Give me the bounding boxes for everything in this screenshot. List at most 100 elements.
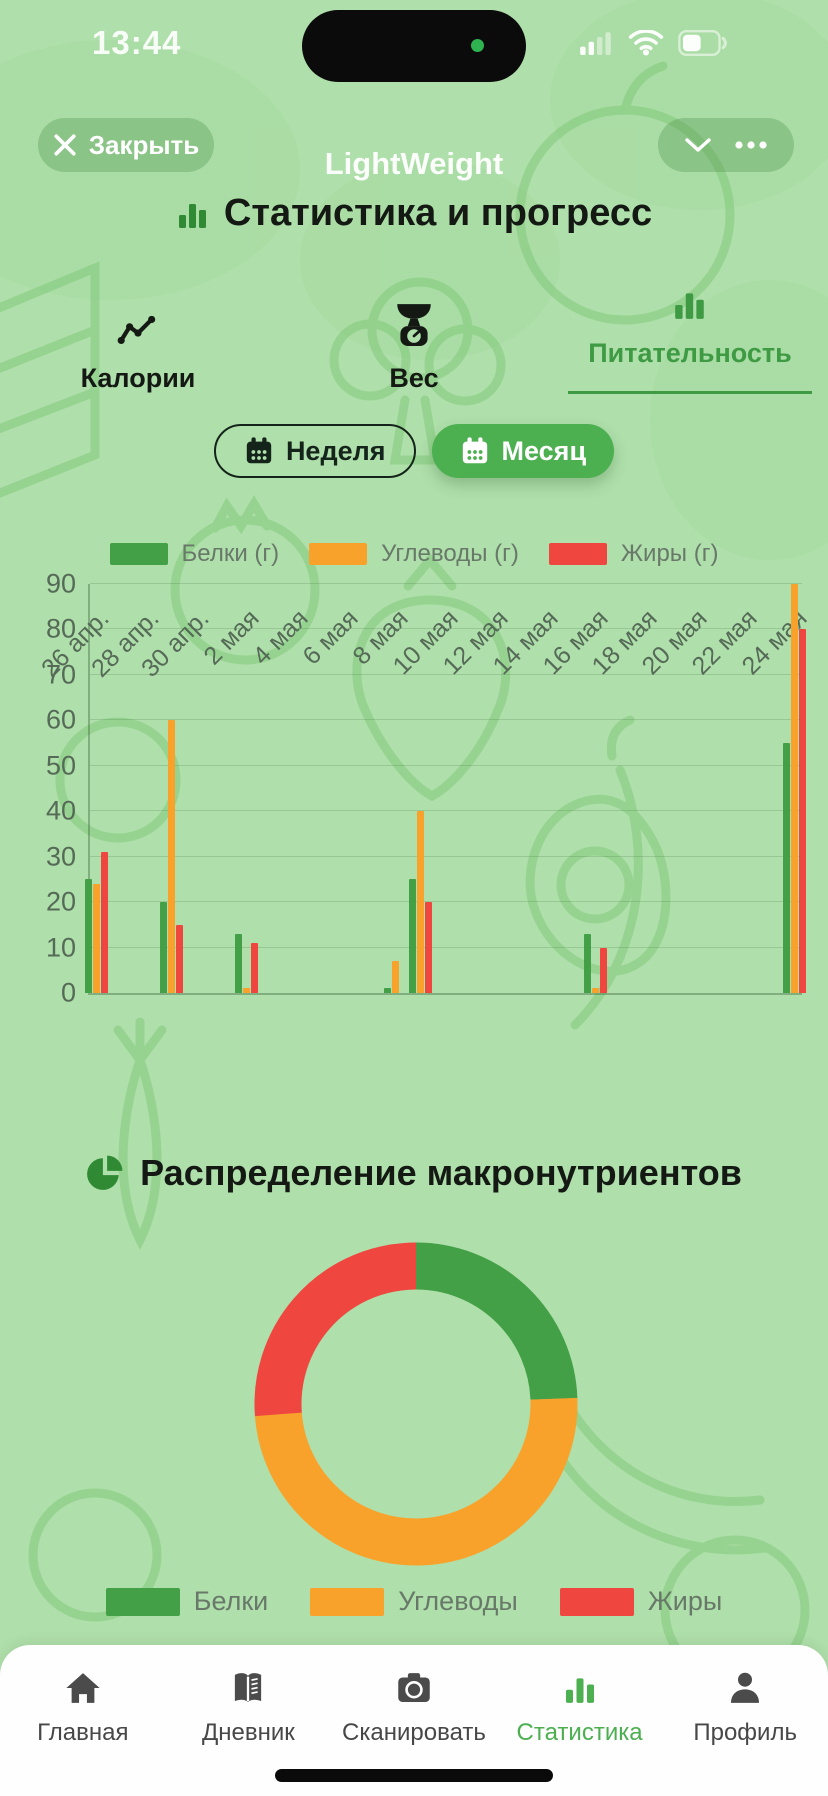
y-axis-tick-label: 60 <box>45 704 76 735</box>
bar-Углеводы (г)[interactable] <box>417 811 425 993</box>
donut-section-title: Распределение макронутриентов <box>140 1152 742 1193</box>
gridline <box>90 673 802 675</box>
y-axis-tick-label: 90 <box>45 568 76 599</box>
bar-Белки (г)[interactable] <box>583 933 591 993</box>
camera-indicator-dot <box>471 39 484 52</box>
legend-label: Углеводы (г) <box>381 540 519 567</box>
period-week-button[interactable]: Неделя <box>213 424 416 478</box>
nav-label: Дневник <box>202 1719 295 1746</box>
gridline <box>90 764 802 766</box>
y-axis-tick-label: 50 <box>45 750 76 781</box>
book-icon <box>235 1673 262 1702</box>
macros-bar-chart[interactable]: 0 10 20 30 40 50 60 70 80 90 26 апр. 28 апр. 30 апр.… <box>36 569 813 1008</box>
nav-label: Статистика <box>516 1719 643 1746</box>
nav-item-scan[interactable]: Сканировать <box>331 1667 497 1747</box>
y-axis-tick-label: 70 <box>45 659 76 690</box>
nav-item-profile[interactable]: Профиль <box>662 1667 828 1747</box>
bar-Углеводы (г)[interactable] <box>591 988 599 993</box>
bar-Жиры (г)[interactable] <box>101 852 108 993</box>
tab-calories[interactable]: Калории <box>0 286 276 398</box>
stats-tabs: Калории Вес Питательность <box>0 286 828 398</box>
close-button[interactable]: Закрыть <box>38 118 214 172</box>
x-axis-tick-label: 2 мая <box>198 604 265 671</box>
close-icon <box>54 134 76 156</box>
nav-item-diary[interactable]: Дневник <box>166 1667 332 1747</box>
y-axis-tick-label: 30 <box>45 841 76 872</box>
bar-Белки (г)[interactable] <box>85 879 92 993</box>
bar-Жиры (г)[interactable] <box>250 943 258 993</box>
nav-item-stats[interactable]: Статистика <box>497 1667 663 1747</box>
period-month-label: Месяц <box>501 435 587 466</box>
bar-Белки (г)[interactable] <box>409 879 417 993</box>
period-week-label: Неделя <box>285 435 386 466</box>
stats-bars-icon <box>178 203 206 228</box>
y-axis-tick-label: 10 <box>45 932 76 963</box>
legend-label: Углеводы <box>398 1586 518 1616</box>
legend-item-fat[interactable]: Жиры <box>559 1586 723 1617</box>
macros-donut-chart[interactable] <box>248 1236 584 1572</box>
tab-nutrition[interactable]: Питательность <box>552 286 828 398</box>
x-axis-tick-label: 6 мая <box>297 604 364 671</box>
legend-item-carbs[interactable]: Углеводы <box>310 1586 518 1617</box>
nav-item-home[interactable]: Главная <box>0 1667 166 1747</box>
y-axis-tick-label: 0 <box>60 977 76 1008</box>
scale-icon <box>397 304 431 346</box>
y-axis-tick-label: 20 <box>45 886 76 917</box>
legend-label: Жиры (г) <box>620 540 719 567</box>
legend-item-protein[interactable]: Белки (г) <box>109 540 279 568</box>
x-axis-tick-label: 4 мая <box>247 604 314 671</box>
status-icons <box>580 30 728 56</box>
bar-Жиры (г)[interactable] <box>599 947 607 993</box>
bar-Углеводы (г)[interactable] <box>242 988 250 993</box>
fat-swatch <box>548 543 607 565</box>
gridline <box>90 628 802 630</box>
period-toggle: Неделя Месяц <box>0 424 828 478</box>
carbs-swatch <box>309 543 368 565</box>
tab-weight[interactable]: Вес <box>276 286 552 398</box>
person-icon <box>731 1672 760 1703</box>
bar-Углеводы (г)[interactable] <box>791 584 798 993</box>
protein-swatch <box>109 543 168 565</box>
bar-Углеводы (г)[interactable] <box>93 883 100 993</box>
nav-label: Главная <box>37 1719 129 1746</box>
app-title: LightWeight <box>324 146 504 181</box>
bar-Жиры (г)[interactable] <box>425 902 433 993</box>
gridline <box>90 855 802 857</box>
bar-chart-icon <box>675 293 704 319</box>
bar-Жиры (г)[interactable] <box>175 924 183 993</box>
battery-icon <box>678 30 727 56</box>
legend-item-carbs[interactable]: Углеводы (г) <box>309 540 519 568</box>
nav-label: Сканировать <box>342 1719 486 1746</box>
home-indicator[interactable] <box>275 1769 553 1782</box>
y-axis-tick-label: 80 <box>45 613 76 644</box>
bar-Белки (г)[interactable] <box>159 902 167 993</box>
legend-item-fat[interactable]: Жиры (г) <box>548 540 719 568</box>
legend-label: Жиры <box>647 1586 723 1616</box>
bar-Белки (г)[interactable] <box>384 988 392 993</box>
camera-icon <box>398 1673 430 1702</box>
chevron-down-icon[interactable] <box>684 137 712 153</box>
gridline <box>90 810 802 812</box>
status-time: 13:44 <box>92 24 182 61</box>
wifi-icon <box>628 30 664 56</box>
fat-swatch <box>559 1587 634 1616</box>
legend-label: Белки <box>193 1586 269 1616</box>
bottom-nav: Главная Дневник Сканировать <box>0 1645 828 1796</box>
more-options-icon[interactable] <box>734 140 768 150</box>
donut-legend: Белки Углеводы Жиры <box>0 1586 828 1617</box>
bar-Углеводы (г)[interactable] <box>167 720 175 993</box>
nav-label: Профиль <box>693 1719 797 1746</box>
bar-Жиры (г)[interactable] <box>799 629 806 993</box>
trend-line-icon <box>117 315 156 345</box>
bar-Белки (г)[interactable] <box>783 743 790 993</box>
bar-Углеводы (г)[interactable] <box>392 961 400 993</box>
donut-svg <box>254 1242 578 1566</box>
bar-chart-legend: Белки (г) Углеводы (г) Жиры (г) <box>0 540 828 568</box>
tab-calories-label: Калории <box>80 363 196 393</box>
legend-item-protein[interactable]: Белки <box>105 1586 269 1617</box>
tab-underline <box>568 391 812 394</box>
pie-chart-icon <box>87 1155 123 1190</box>
period-month-button[interactable]: Месяц <box>431 424 615 478</box>
bar-Белки (г)[interactable] <box>234 933 242 993</box>
